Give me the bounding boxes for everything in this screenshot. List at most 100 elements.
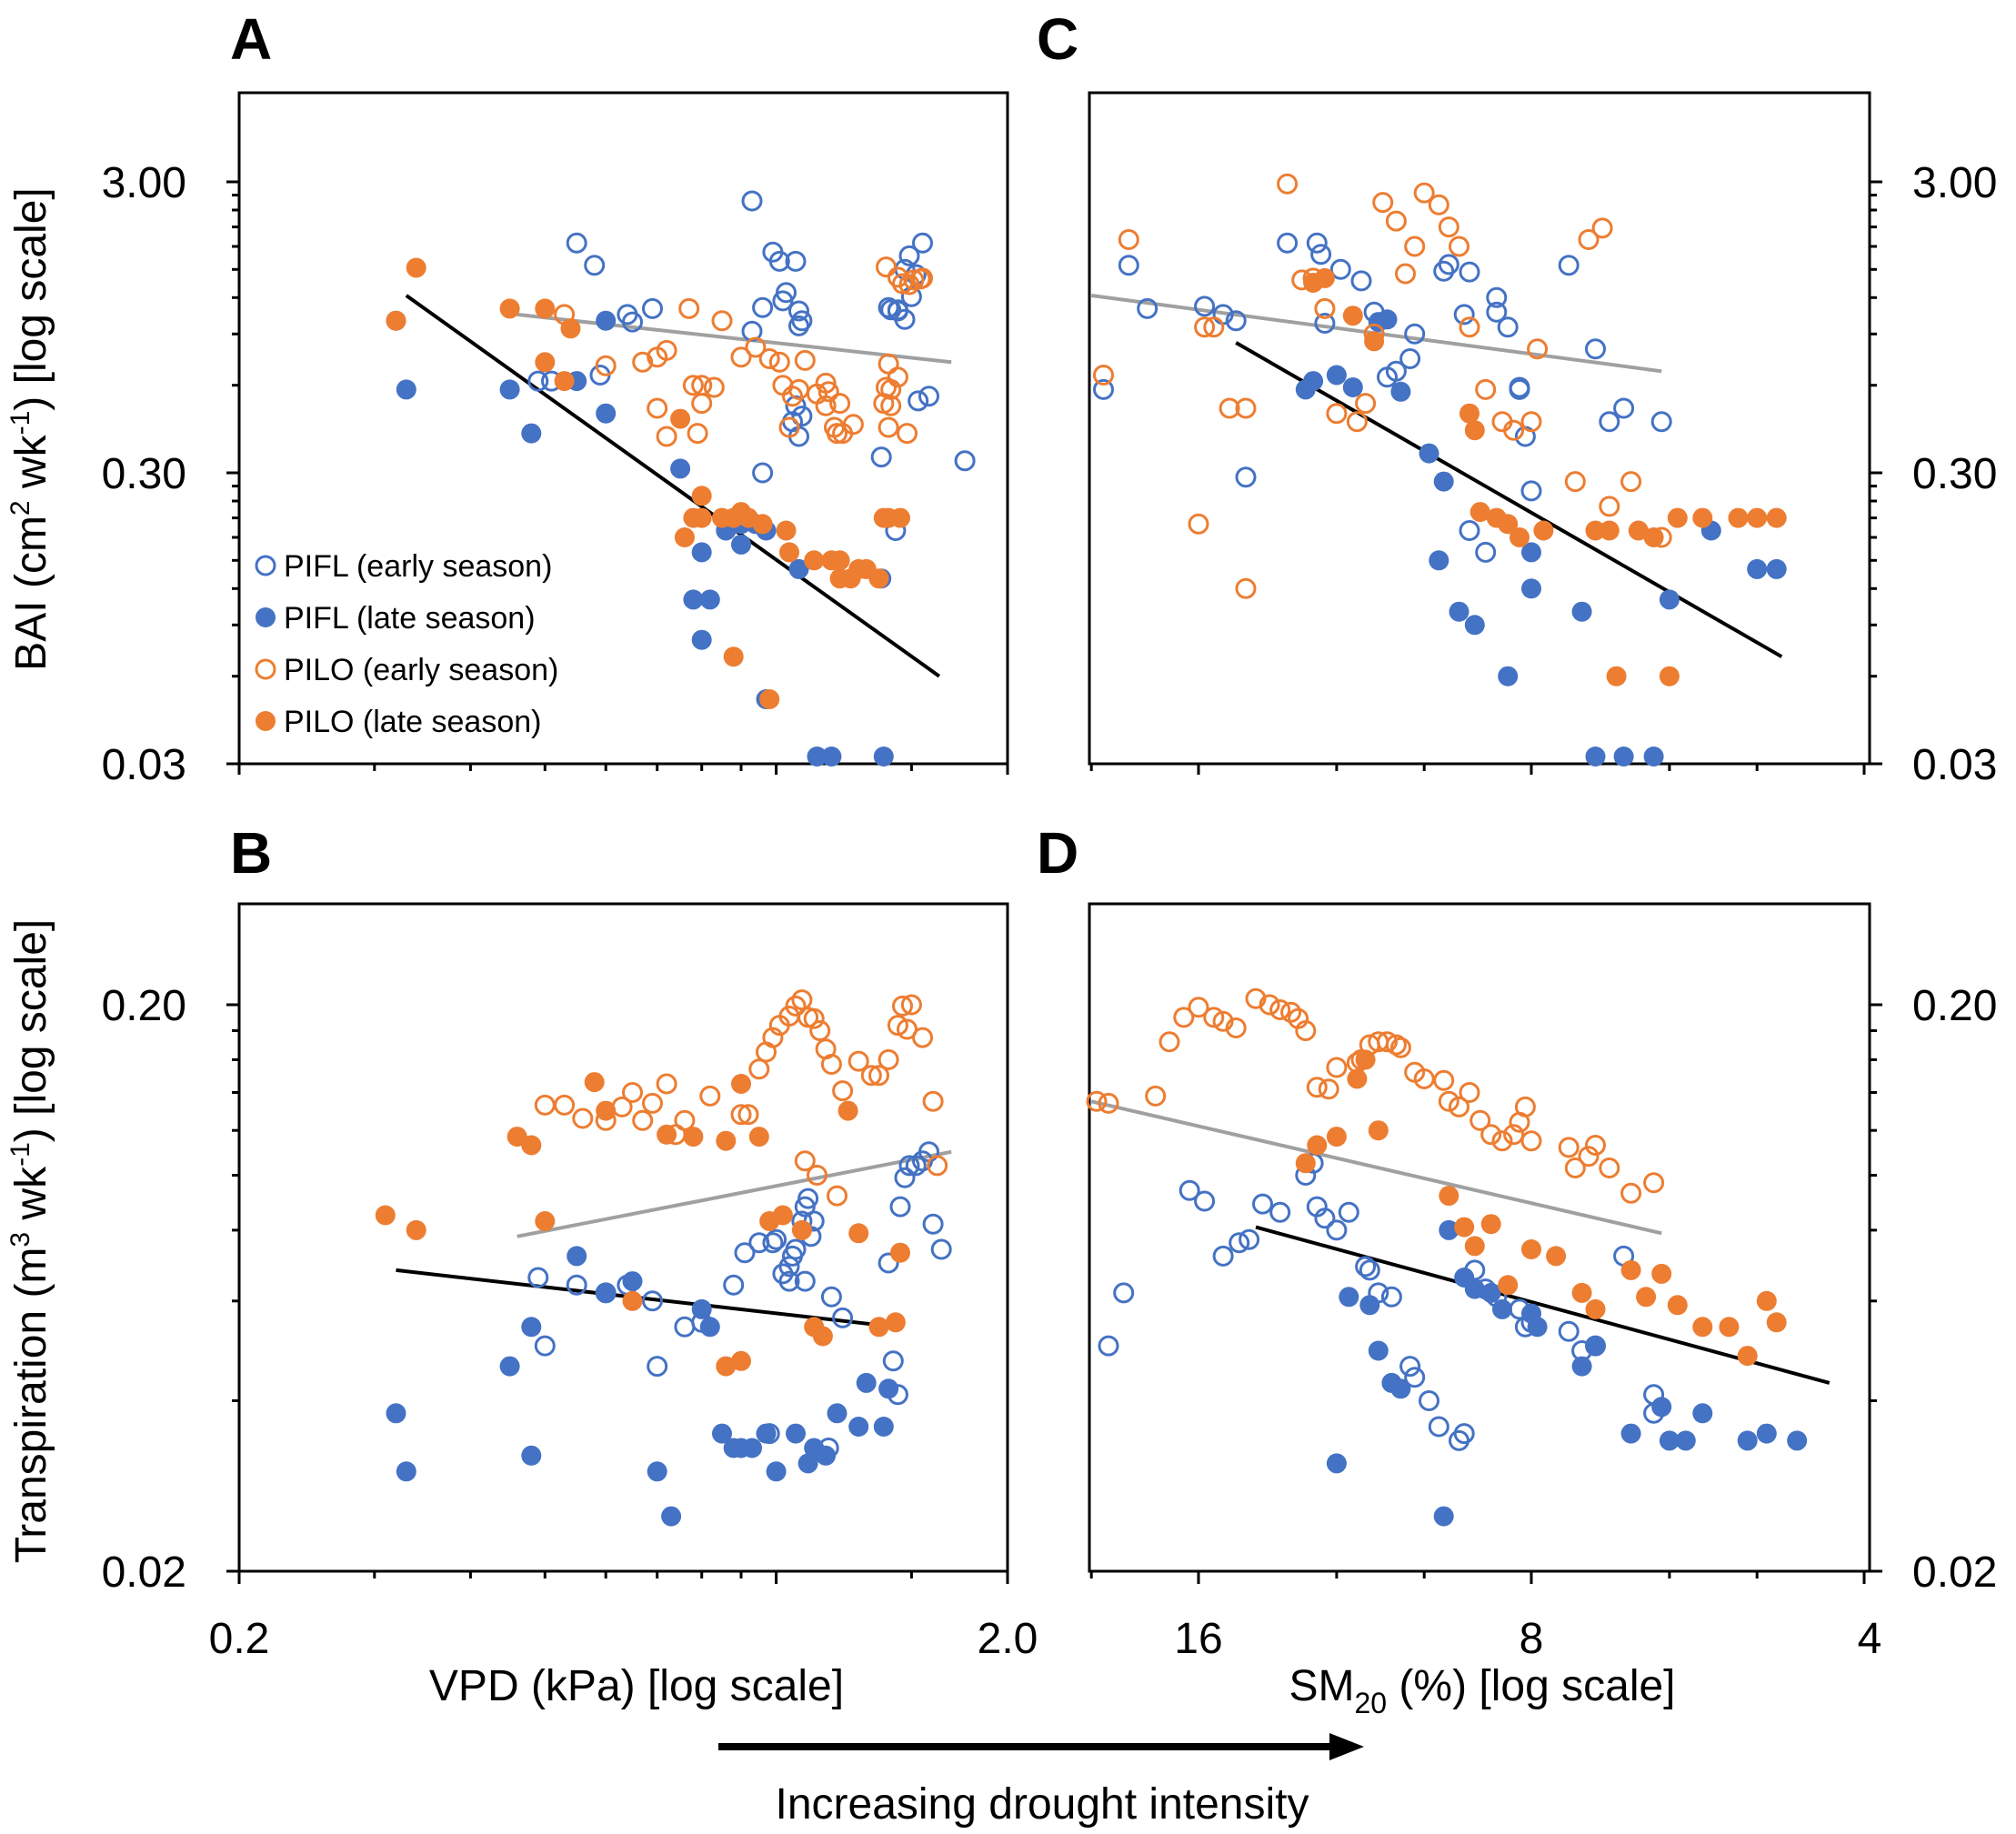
point-d-pilo-late-season — [1368, 1120, 1389, 1141]
trend-line-d-early-season — [1090, 1099, 1662, 1236]
point-b-pilo-early-season — [699, 1085, 721, 1107]
point-a-pilo-late-season — [674, 527, 695, 547]
point-d-pifl-late-season — [1339, 1287, 1359, 1308]
point-c-pilo-late-season — [1498, 514, 1519, 535]
point-c-pilo-late-season — [1509, 527, 1530, 547]
point-d-pilo-late-season — [1295, 1153, 1316, 1174]
point-b-pilo-early-season — [848, 1050, 869, 1072]
point-c-pilo-late-season — [1766, 507, 1787, 528]
point-c-pilo-late-season — [1364, 331, 1385, 352]
point-a-pilo-late-season — [759, 689, 780, 709]
ytick-label-top-3: 3.00 — [102, 159, 186, 207]
point-d-pifl-early-season — [1338, 1201, 1359, 1223]
point-a-pilo-late-season — [829, 550, 850, 571]
point-d-pilo-early-season — [1173, 1007, 1195, 1028]
point-d-pifl-late-season — [1737, 1430, 1758, 1451]
legend-label-pifl-late: PIFL (late season) — [284, 601, 536, 636]
point-d-pifl-early-season — [1194, 1190, 1216, 1212]
point-d-pilo-early-season — [1280, 1001, 1302, 1023]
point-a-pilo-early-season — [827, 423, 848, 445]
point-d-pifl-late-season — [1326, 1453, 1347, 1474]
point-b-pifl-early-season — [878, 1252, 899, 1274]
point-c-pilo-early-season — [1385, 210, 1407, 232]
point-b-pilo-early-season — [785, 995, 807, 1017]
point-a-pifl-early-season — [954, 450, 976, 472]
point-b-pilo-late-season — [375, 1205, 396, 1226]
trend-line-c-late-season — [1235, 341, 1783, 658]
point-b-pifl-late-season — [396, 1461, 416, 1482]
point-b-pilo-late-season — [716, 1130, 737, 1151]
point-b-pilo-early-season — [730, 1104, 752, 1126]
point-d-pilo-early-season — [1585, 1135, 1606, 1156]
point-b-pifl-late-season — [386, 1403, 406, 1424]
point-d-pifl-early-season — [1229, 1232, 1250, 1254]
point-b-pifl-late-season — [567, 1246, 587, 1267]
point-c-pilo-late-season — [1469, 502, 1490, 523]
ytick-label-bottom-02: 0.20 — [102, 982, 186, 1030]
point-d-pilo-early-season — [1306, 1077, 1328, 1098]
point-c-pifl-early-season — [1385, 360, 1407, 382]
point-a-pilo-early-season — [687, 423, 708, 445]
point-b-pilo-late-season — [406, 1219, 426, 1240]
point-a-pilo-late-season — [840, 568, 861, 589]
point-c-pifl-late-season — [1429, 550, 1449, 571]
point-d-pilo-early-season — [1326, 1057, 1348, 1078]
point-c-pilo-early-season — [1564, 471, 1586, 493]
ytick-label-right-bottom-002: 0.02 — [1912, 1548, 1997, 1597]
point-d-pilo-late-season — [1766, 1312, 1787, 1333]
point-a-pilo-early-season — [647, 397, 668, 419]
plot-frame-c — [1088, 91, 1871, 766]
point-b-pilo-early-season — [762, 1027, 784, 1048]
point-a-pifl-late-season — [807, 747, 827, 767]
point-b-pifl-early-season — [794, 1270, 816, 1292]
ytick-label-right-top-03: 0.30 — [1912, 450, 1997, 498]
point-d-pifl-late-season — [1390, 1378, 1411, 1399]
point-d-pifl-early-season — [1269, 1201, 1291, 1223]
point-c-pilo-late-season — [1585, 520, 1606, 541]
xtick-label-sm-16: 16 — [1174, 1615, 1222, 1663]
point-c-pilo-early-season — [1219, 397, 1240, 419]
legend-marker-pifl-early — [255, 555, 276, 576]
ytick-label-right-top-3: 3.00 — [1912, 159, 1997, 207]
point-a-pifl-late-season — [788, 558, 809, 579]
legend-label-pilo-late: PILO (late season) — [284, 705, 541, 739]
point-d-pilo-late-season — [1464, 1236, 1485, 1257]
point-a-pifl-early-season — [752, 296, 774, 318]
point-c-pilo-early-season — [1188, 513, 1209, 535]
point-d-pifl-early-season — [1179, 1179, 1200, 1201]
point-d-pilo-late-season — [1546, 1246, 1567, 1267]
point-c-pilo-early-season — [1277, 173, 1299, 195]
point-b-pilo-late-season — [731, 1350, 751, 1371]
point-c-pilo-late-season — [1533, 520, 1554, 541]
point-c-pilo-early-season — [1093, 365, 1114, 386]
point-d-pifl-early-season — [1326, 1219, 1348, 1241]
point-d-pilo-early-season — [1620, 1182, 1642, 1204]
point-a-pilo-late-season — [776, 520, 797, 541]
point-c-pifl-early-season — [1438, 254, 1459, 276]
point-d-pilo-early-season — [1158, 1031, 1180, 1053]
point-d-pilo-early-season — [1389, 1037, 1411, 1058]
point-d-pilo-early-season — [1295, 1020, 1317, 1041]
point-b-pifl-early-season — [832, 1307, 854, 1328]
point-d-pifl-late-season — [1480, 1282, 1501, 1303]
panel-letter-a: A — [230, 6, 272, 72]
ytick-label-bottom-002: 0.02 — [102, 1548, 186, 1597]
point-b-pifl-late-season — [661, 1506, 682, 1527]
point-a-pilo-early-season — [678, 297, 700, 319]
point-a-pilo-early-season — [788, 378, 809, 400]
point-d-pilo-early-season — [1514, 1096, 1536, 1117]
point-c-pilo-early-season — [1203, 316, 1225, 338]
point-c-pilo-early-season — [1620, 471, 1642, 493]
point-c-pilo-early-season — [1346, 411, 1368, 433]
point-d-pilo-late-season — [1439, 1186, 1459, 1207]
point-c-pilo-early-season — [1235, 397, 1257, 419]
point-b-pilo-early-season — [642, 1092, 663, 1114]
point-c-pifl-late-season — [1449, 601, 1469, 622]
point-c-pifl-early-season — [1486, 301, 1508, 323]
point-b-pilo-early-season — [900, 994, 922, 1016]
point-a-pilo-early-season — [829, 393, 851, 415]
point-c-pifl-early-season — [1613, 397, 1635, 419]
panel-letter-b: B — [230, 820, 272, 886]
point-a-pilo-late-season — [868, 568, 889, 589]
